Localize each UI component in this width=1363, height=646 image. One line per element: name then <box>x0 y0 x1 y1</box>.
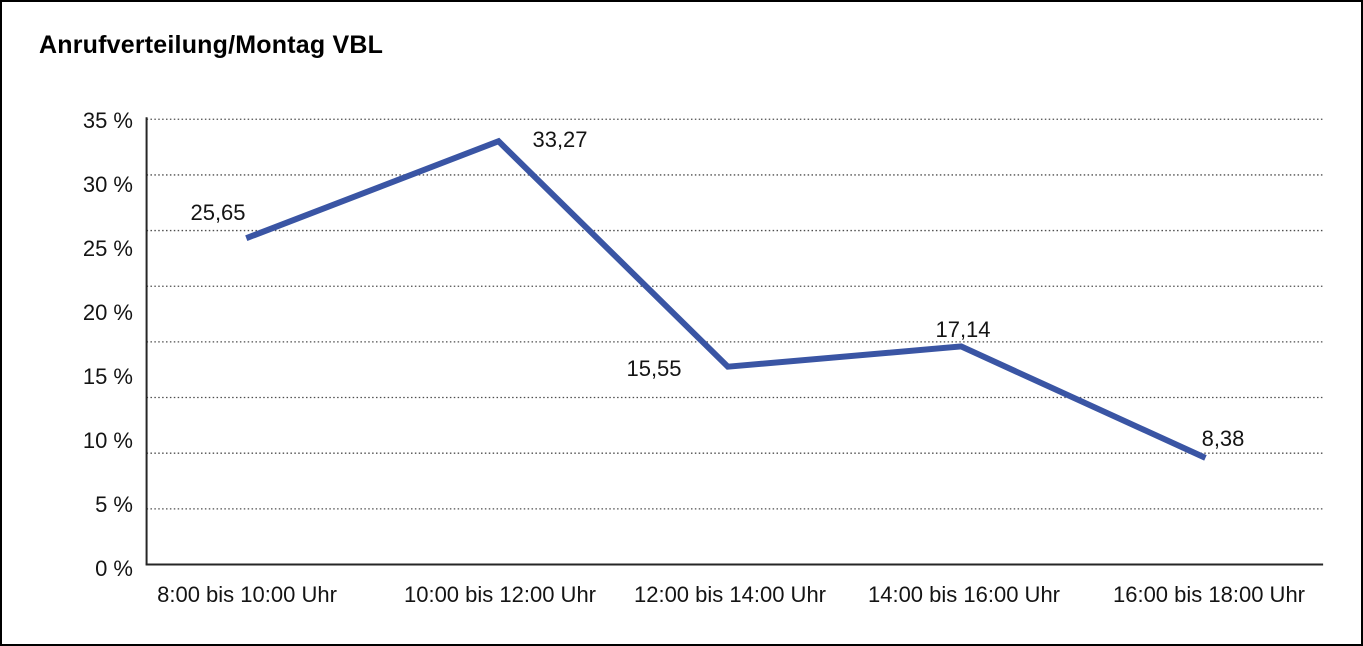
data-series-line <box>245 137 1207 461</box>
y-axis-tick-label: 35 % <box>82 108 133 133</box>
x-axis-category-label: 8:00 bis 10:00 Uhr <box>157 582 337 607</box>
y-axis-tick-label: 10 % <box>82 428 133 453</box>
y-axis-tick-label: 30 % <box>82 172 133 197</box>
y-axis-tick-label: 5 % <box>95 492 133 517</box>
y-axis-tick-label: 20 % <box>82 300 133 325</box>
y-axis-tick-label: 25 % <box>82 236 133 261</box>
x-axis-category-label: 16:00 bis 18:00 Uhr <box>1112 582 1306 607</box>
data-point-label: 25,65 <box>190 200 246 225</box>
chart-title: Anrufverteilung/Montag VBL <box>39 31 384 59</box>
data-point-label: 15,55 <box>626 356 682 381</box>
data-point-label: 33,27 <box>532 127 588 152</box>
x-axis-category-label: 14:00 bis 16:00 Uhr <box>867 582 1061 607</box>
data-point-label: 17,14 <box>935 317 991 342</box>
data-point-label: 8,38 <box>1201 426 1245 451</box>
x-axis-category-label: 10:00 bis 12:00 Uhr <box>403 582 597 607</box>
x-axis-category-label: 12:00 bis 14:00 Uhr <box>633 582 827 607</box>
y-axis-tick-label: 0 % <box>95 556 133 581</box>
y-axis-tick-label: 15 % <box>82 364 133 389</box>
